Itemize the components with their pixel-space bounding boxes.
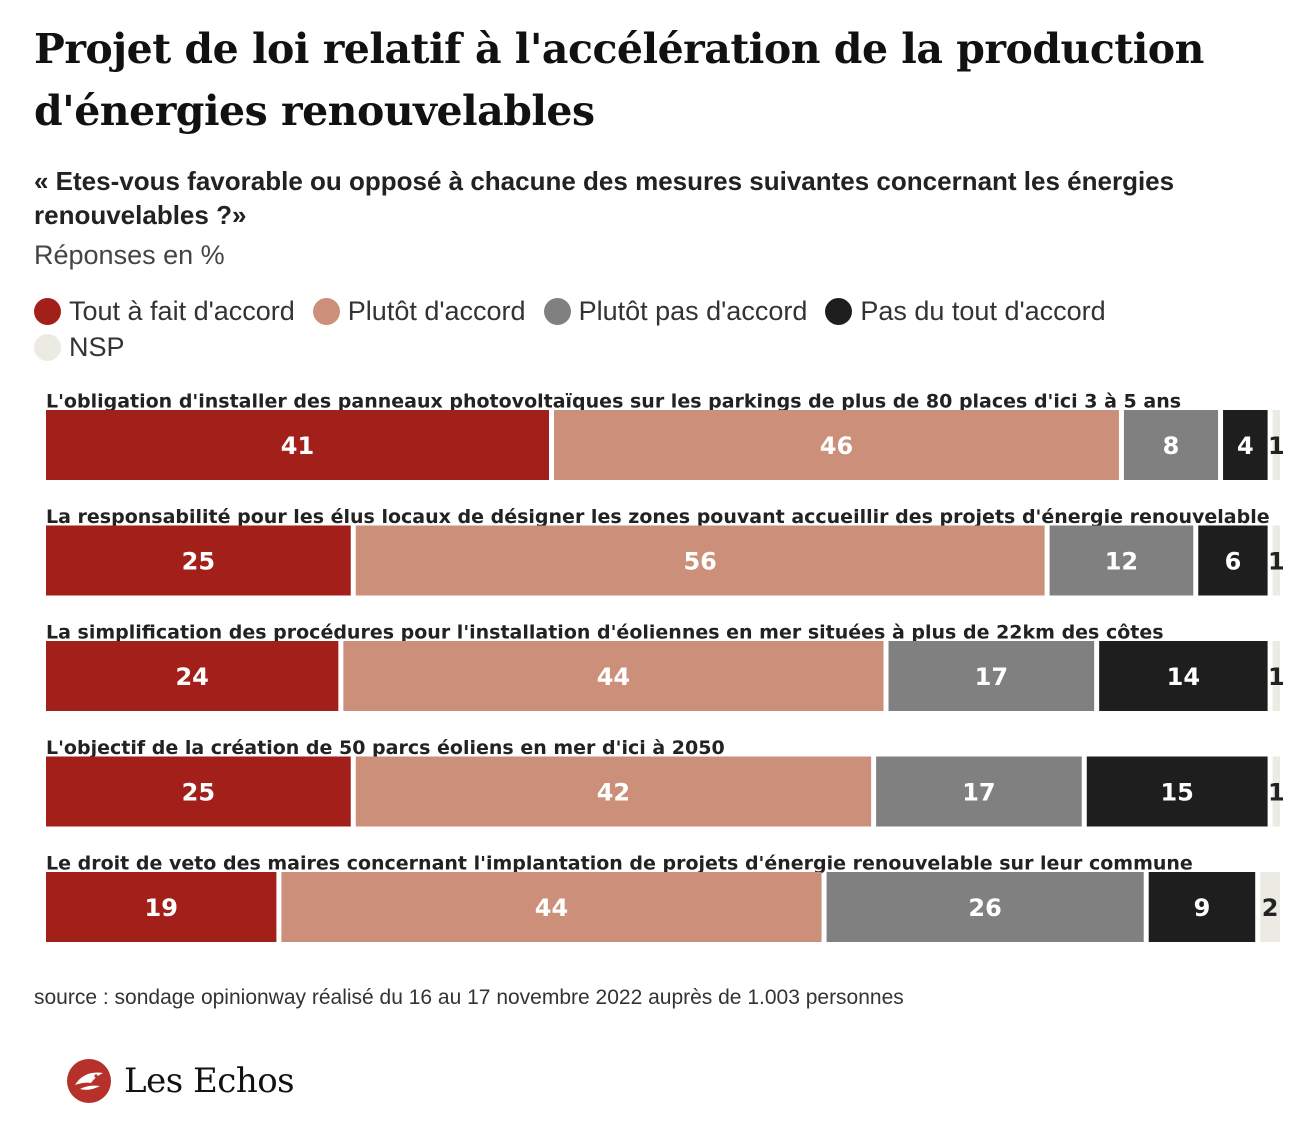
data-label: 17 [962, 779, 995, 807]
legend-label: Plutôt d'accord [347, 295, 526, 326]
bar-segment [1223, 410, 1268, 480]
bar-segment [876, 756, 1082, 827]
data-label: 8 [1163, 432, 1180, 460]
legend-swatch [543, 297, 571, 325]
bar-segment [46, 756, 351, 827]
bar-segment [1086, 756, 1268, 827]
data-label: 41 [281, 432, 314, 460]
source-note: source : sondage opinionway réalisé du 1… [34, 986, 904, 1009]
bar-segment [46, 525, 351, 596]
data-label: 15 [1160, 779, 1193, 807]
bar-segment [1272, 410, 1280, 480]
bar-segment [1272, 641, 1280, 711]
bar-segment [1049, 525, 1194, 596]
row-label: La responsabilité pour les élus locaux d… [46, 506, 1270, 528]
brand-name: Les Echos [124, 1061, 295, 1101]
bar-segment [1099, 641, 1268, 711]
bar-segment [1198, 525, 1268, 596]
bar-segment [355, 525, 1045, 596]
bar-segment [46, 641, 339, 711]
les-echos-emblem-icon [67, 1059, 111, 1103]
unit-note: Réponses en % [34, 240, 225, 270]
bar-segment [281, 872, 822, 942]
data-label: 12 [1105, 548, 1138, 576]
data-label: 1 [1268, 548, 1285, 576]
bar-segment [553, 410, 1119, 480]
data-label: 17 [975, 663, 1008, 691]
legend-swatch [825, 297, 853, 325]
data-label: 25 [182, 548, 215, 576]
legend-label: Pas du tout d'accord [860, 295, 1106, 326]
data-label: 56 [683, 548, 716, 576]
row-label: La simplification des procédures pour l'… [46, 622, 1164, 644]
legend-item-plutot-d-accord: Plutôt d'accord [312, 295, 526, 326]
legend-item-pas-du-tout-d-accord: Pas du tout d'accord [825, 295, 1106, 326]
data-label: 2 [1262, 894, 1279, 922]
data-label: 1 [1268, 779, 1285, 807]
bar-segment [1272, 525, 1280, 596]
bar-segment [343, 641, 884, 711]
legend-swatch [34, 297, 61, 325]
data-label: 26 [968, 894, 1001, 922]
legend-item-tout-a-fait-d-accord: Tout à fait d'accord [34, 296, 295, 326]
data-label: 4 [1237, 432, 1254, 460]
bar-segment [355, 756, 872, 827]
legend-item-plutot-pas-d-accord: Plutôt pas d'accord [543, 295, 808, 326]
data-label: 6 [1225, 548, 1242, 576]
legend-item-nsp: NSP [34, 332, 125, 362]
bar-segment [888, 641, 1095, 711]
bar-segment [1260, 872, 1280, 942]
data-label: 44 [597, 663, 630, 691]
row-label: Le droit de veto des maires concernant l… [46, 853, 1193, 875]
bar-segment [46, 872, 277, 942]
data-label: 1 [1268, 432, 1285, 460]
data-label: 9 [1194, 894, 1211, 922]
data-label: 42 [597, 779, 630, 807]
data-label: 1 [1268, 663, 1285, 691]
row-label: L'objectif de la création de 50 parcs éo… [46, 737, 725, 759]
legend: Tout à fait d'accord Plutôt d'accord Plu… [34, 296, 1214, 362]
plot-area: L'obligation d'installer des panneaux ph… [46, 391, 1285, 942]
brand-logo: Les Echos [66, 1058, 295, 1104]
bar-segment [826, 872, 1144, 942]
data-label: 44 [535, 894, 568, 922]
legend-label: Plutôt pas d'accord [578, 295, 808, 326]
chart-title: Projet de loi relatif à l'accélération d… [34, 25, 1204, 135]
data-label: 25 [182, 779, 215, 807]
data-label: 19 [145, 894, 178, 922]
row-label: L'obligation d'installer des panneaux ph… [46, 391, 1181, 413]
bar-segment [1123, 410, 1219, 480]
legend-swatch [312, 297, 340, 325]
legend-swatch [34, 333, 61, 361]
bar-segment [46, 410, 549, 480]
data-label: 24 [175, 663, 208, 691]
legend-label: NSP [69, 331, 125, 362]
chart-subtitle: « Etes-vous favorable ou opposé à chacun… [34, 166, 1175, 230]
legend-label: Tout à fait d'accord [69, 295, 295, 326]
bar-segment [1148, 872, 1256, 942]
data-label: 46 [820, 432, 853, 460]
data-label: 14 [1167, 663, 1200, 691]
bar-segment [1272, 756, 1280, 827]
